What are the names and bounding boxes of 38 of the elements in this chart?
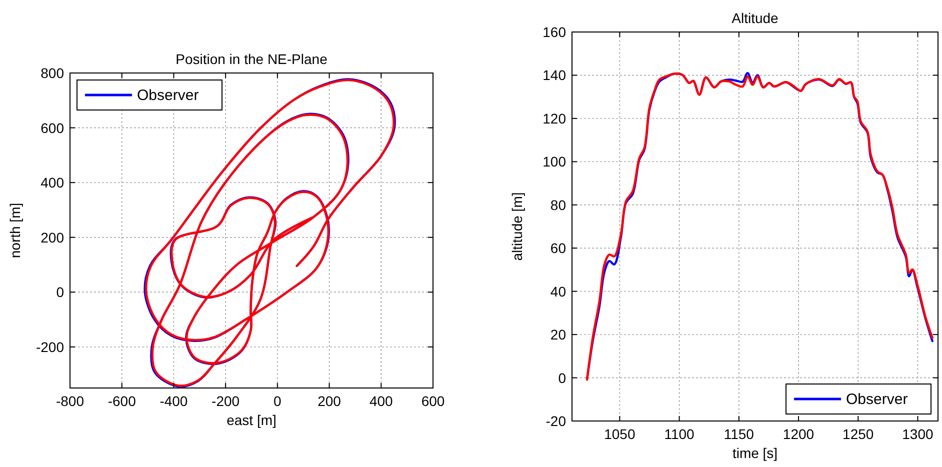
y-tick-label: 120: [542, 110, 566, 126]
y-tick-label: 200: [40, 229, 64, 246]
y-axis-title: altitude [m]: [509, 192, 525, 261]
y-tick-label: 60: [550, 240, 566, 256]
x-tick-label: 1100: [664, 426, 695, 442]
x-tick-label: 1150: [724, 426, 754, 442]
x-tick-label: -400: [160, 393, 188, 409]
x-tick-label: 200: [318, 393, 342, 409]
y-tick-label: 0: [56, 284, 64, 300]
x-tick-label: 400: [369, 393, 394, 409]
chart-title: Altitude: [732, 10, 779, 26]
x-axis-title: time [s]: [732, 445, 778, 461]
x-tick-label: -800: [56, 393, 84, 409]
y-tick-label: 800: [40, 65, 64, 81]
x-tick-label: -600: [108, 393, 136, 409]
y-tick-label: -20: [546, 413, 566, 429]
x-tick-label: 600: [421, 393, 445, 409]
chart-title: Position in the NE-Plane: [176, 51, 328, 67]
y-tick-label: 140: [542, 67, 566, 84]
x-tick-label: 0: [274, 393, 282, 409]
y-tick-label: 160: [542, 24, 566, 40]
x-tick-label: 1050: [604, 426, 636, 442]
y-tick-label: 80: [550, 196, 566, 213]
x-tick-label: -200: [212, 393, 240, 409]
legend-label: Observer: [137, 87, 199, 104]
x-tick-label: 1200: [782, 426, 814, 442]
y-tick-label: 100: [542, 154, 566, 170]
y-tick-label: 20: [550, 326, 566, 343]
y-tick-label: 40: [550, 283, 566, 300]
y-axis-title: north [m]: [7, 202, 23, 258]
legend-label: Observer: [846, 391, 908, 408]
x-tick-label: 1300: [902, 426, 934, 442]
x-axis-title: east [m]: [226, 412, 276, 428]
y-tick-label: 400: [40, 174, 64, 191]
x-tick-label: 1250: [842, 426, 874, 442]
y-tick-label: 0: [558, 370, 566, 386]
y-tick-label: 600: [40, 120, 64, 136]
y-tick-label: -200: [36, 338, 64, 355]
